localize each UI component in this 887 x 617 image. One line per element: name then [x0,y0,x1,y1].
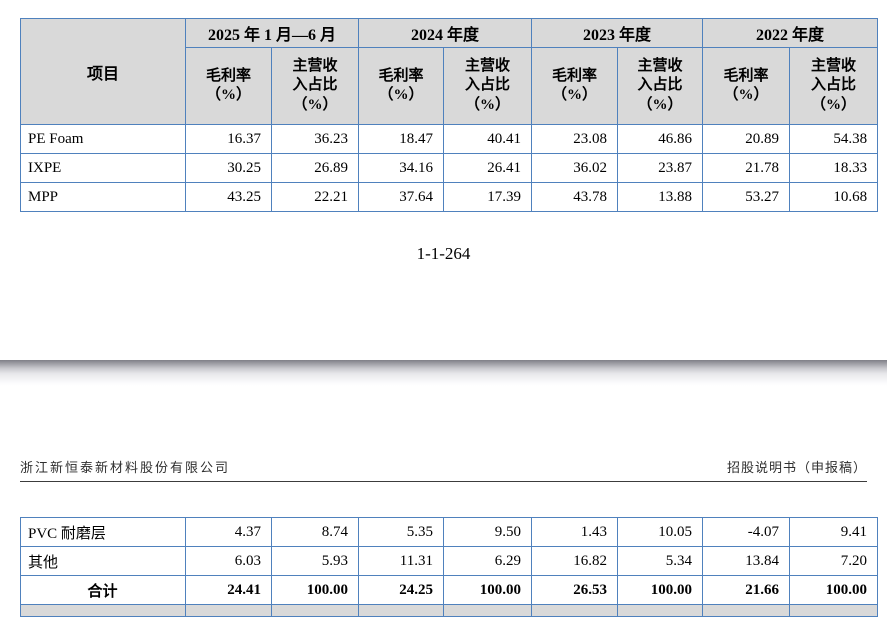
value-cell: 9.50 [443,517,532,547]
value-cell: 36.02 [531,153,619,183]
value-cell: 5.93 [271,546,359,576]
row-label-cell: MPP [20,182,186,212]
value-cell: 18.47 [358,124,445,154]
value-cell: 34.16 [358,153,445,183]
period-header-2024: 2024 年度 [358,18,533,48]
value-cell: 30.25 [185,153,272,183]
table-row-pvc: PVC 耐磨层 4.37 8.74 5.35 9.50 1.43 10.05 -… [20,517,878,547]
value-cell: 1.43 [531,517,618,547]
gross-margin-header: 毛利率 （%） [358,47,445,125]
gross-margin-table-continued: PVC 耐磨层 4.37 8.74 5.35 9.50 1.43 10.05 -… [20,517,878,617]
period-header-2023: 2023 年度 [531,18,704,48]
revenue-share-header: 主营收 入占比 （%） [789,47,879,125]
revenue-share-header: 主营收 入占比 （%） [617,47,704,125]
sub-header-row: 毛利率 （%） 主营收 入占比 （%） 毛利率 （%） 主营收 入占比 （%） … [21,47,879,125]
value-cell: -4.07 [702,517,790,547]
value-cell: 53.27 [702,182,791,212]
value-cell: 6.03 [185,546,272,576]
value-cell: 13.84 [702,546,790,576]
value-cell: 5.35 [358,517,444,547]
value-cell: 54.38 [789,124,879,154]
company-name: 浙江新恒泰新材料股份有限公司 [20,460,231,475]
value-cell: 11.31 [358,546,444,576]
value-cell: 10.05 [617,517,703,547]
value-cell: 16.37 [185,124,272,154]
value-cell: 43.78 [531,182,619,212]
gross-margin-header: 毛利率 （%） [702,47,791,125]
value-cell: 16.82 [531,546,618,576]
table-row-ixpe: IXPE 30.25 26.89 34.16 26.41 36.02 23.87… [20,153,879,183]
revenue-share-header: 主营收 入占比 （%） [443,47,533,125]
gross-margin-header: 毛利率 （%） [531,47,619,125]
document-title: 招股说明书（申报稿） [726,460,867,475]
value-cell: 18.33 [789,153,879,183]
pdf-page-divider [0,360,887,386]
table-row-other: 其他 6.03 5.93 11.31 6.29 16.82 5.34 13.84… [20,546,878,576]
period-header-row: 项目 2025 年 1 月—6 月 2024 年度 2023 年度 2022 年… [20,18,879,125]
revenue-share-header: 主营收 入占比 （%） [270,47,360,125]
table-row-total: 合计 24.41 100.00 24.25 100.00 26.53 100.0… [20,575,878,605]
value-cell: 7.20 [789,546,878,576]
row-label-cell: 合计 [20,575,186,605]
value-cell: 22.21 [270,182,360,212]
value-cell: 23.08 [531,124,619,154]
value-cell: 26.41 [443,153,533,183]
period-header-2022: 2022 年度 [702,18,879,48]
value-cell: 6.29 [443,546,532,576]
gross-margin-table-top: 项目 2025 年 1 月—6 月 2024 年度 2023 年度 2022 年… [20,18,879,212]
value-cell: 26.89 [270,153,360,183]
value-cell: 37.64 [358,182,445,212]
page-header: 浙江新恒泰新材料股份有限公司 招股说明书（申报稿） [20,451,867,482]
value-cell: 21.66 [702,575,790,605]
value-cell: 8.74 [271,517,359,547]
value-cell: 46.86 [617,124,704,154]
value-cell: 43.25 [185,182,272,212]
value-cell: 40.41 [443,124,533,154]
value-cell: 36.23 [270,124,360,154]
value-cell: 23.87 [617,153,704,183]
gross-margin-header: 毛利率 （%） [185,47,272,125]
row-label-cell: IXPE [20,153,186,183]
value-cell: 24.41 [185,575,272,605]
value-cell: 13.88 [617,182,704,212]
value-cell: 4.37 [185,517,272,547]
value-cell: 20.89 [702,124,791,154]
item-column-header: 项目 [20,18,186,125]
header-rule [20,481,867,482]
page-number: 1-1-264 [416,244,471,263]
table-row-mpp: MPP 43.25 22.21 37.64 17.39 43.78 13.88 … [20,182,879,212]
value-cell: 100.00 [271,575,359,605]
row-label-cell: PVC 耐磨层 [20,517,186,547]
value-cell: 21.78 [702,153,791,183]
value-cell: 26.53 [531,575,618,605]
value-cell: 9.41 [789,517,878,547]
value-cell: 100.00 [617,575,703,605]
table-row-pe-foam: PE Foam 16.37 36.23 18.47 40.41 23.08 46… [20,124,879,154]
value-cell: 100.00 [443,575,532,605]
row-label-cell: PE Foam [20,124,186,154]
row-label-cell: 其他 [20,546,186,576]
period-header-2025h1: 2025 年 1 月—6 月 [184,18,360,48]
value-cell: 24.25 [358,575,444,605]
value-cell: 17.39 [443,182,533,212]
value-cell: 5.34 [617,546,703,576]
next-row-clipped [20,604,878,617]
value-cell: 10.68 [789,182,879,212]
value-cell: 100.00 [789,575,878,605]
